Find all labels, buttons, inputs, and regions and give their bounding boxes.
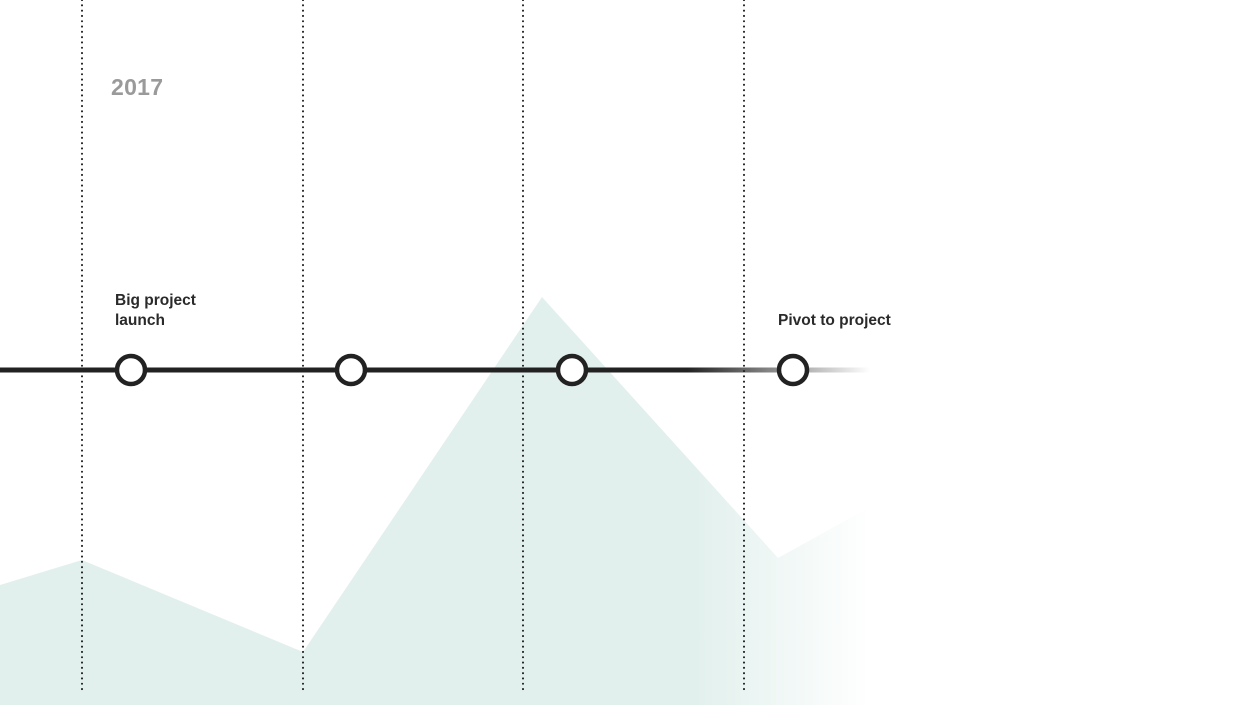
event-label-big-project-launch: Big project launch bbox=[115, 291, 196, 331]
timeline-node[interactable] bbox=[776, 353, 810, 387]
event-label-pivot-to-project: Pivot to project bbox=[778, 311, 891, 331]
event-label-line: Pivot to project bbox=[778, 312, 891, 329]
column-dividers bbox=[81, 0, 745, 694]
timeline-track bbox=[0, 367, 870, 373]
event-label-line: Big project bbox=[115, 292, 196, 309]
timeline-node[interactable] bbox=[334, 353, 368, 387]
timeline-nodes bbox=[114, 353, 810, 387]
timeline-node[interactable] bbox=[114, 353, 148, 387]
year-label: 2017 bbox=[111, 74, 164, 100]
timeline-node[interactable] bbox=[555, 353, 589, 387]
event-label-line: launch bbox=[115, 312, 165, 329]
background-area-shape bbox=[0, 297, 870, 705]
